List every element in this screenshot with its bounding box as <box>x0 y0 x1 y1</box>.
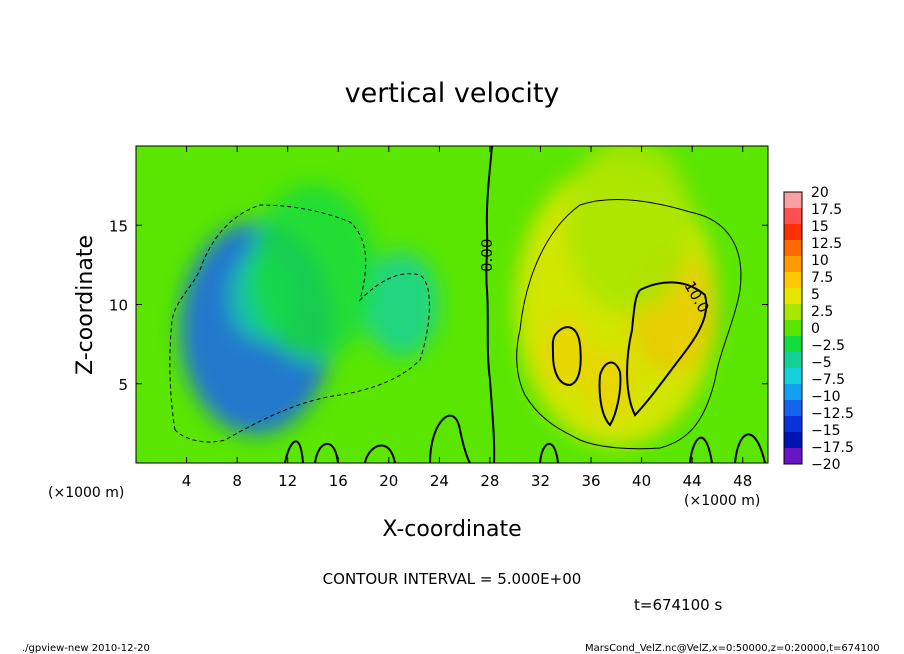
colorbar-swatch <box>784 336 802 353</box>
colorbar-swatch <box>784 208 802 225</box>
colorbar-label: 20 <box>811 185 829 201</box>
x-tick-label: 20 <box>379 472 398 490</box>
x-unit-left: (×1000 m) <box>48 485 124 501</box>
colorbar-swatch <box>784 432 802 449</box>
colorbar-label: −2.5 <box>811 338 845 354</box>
time-text: t=674100 s <box>634 596 722 614</box>
colorbar-label: −10 <box>811 389 841 405</box>
colorbar-labels: 2017.51512.5107.552.50−2.5−5−7.5−10−12.5… <box>811 185 854 473</box>
zero-contour-line <box>485 146 496 463</box>
field-blob <box>363 251 440 358</box>
colorbar-label: 7.5 <box>811 270 833 286</box>
x-tick-label: 40 <box>632 472 651 490</box>
contour-interval-text: CONTOUR INTERVAL = 5.000E+00 <box>323 570 582 588</box>
x-tick-label: 12 <box>278 472 297 490</box>
chart-title: vertical velocity <box>345 78 560 109</box>
colorbar-label: −5 <box>811 355 832 371</box>
colorbar-swatch <box>784 416 802 433</box>
colorbar-swatch <box>784 256 802 273</box>
y-tick-label: 10 <box>109 297 128 315</box>
x-tick-label: 32 <box>531 472 550 490</box>
colorbar-label: 5 <box>811 287 820 303</box>
colorbar-label: 17.5 <box>811 202 842 218</box>
field-blobs <box>180 146 718 447</box>
plot-area <box>136 146 768 463</box>
y-tick-label: 5 <box>118 376 128 394</box>
colorbar-swatch <box>784 304 802 321</box>
positive-contour-line <box>551 326 582 387</box>
y-tick-label: 15 <box>109 217 128 235</box>
x-tick-label: 8 <box>232 472 242 490</box>
colorbar-swatch <box>784 448 802 465</box>
x-tick-label: 36 <box>581 472 600 490</box>
field-blob <box>565 146 693 314</box>
colorbar-label: 2.5 <box>811 304 833 320</box>
positive-contour-line <box>516 199 742 450</box>
colorbar-swatch <box>784 288 802 305</box>
x-tick-label: 4 <box>182 472 192 490</box>
colorbar-swatch <box>784 192 802 209</box>
colorbar-swatches <box>784 192 802 465</box>
colorbar-label: −17.5 <box>811 440 854 456</box>
colorbar-swatch <box>784 368 802 385</box>
y-axis-ticks: 5 10 15 <box>109 217 768 394</box>
colorbar-swatch <box>784 400 802 417</box>
x-unit-right: (×1000 m) <box>684 493 760 509</box>
x-tick-label: 28 <box>480 472 499 490</box>
x-tick-label: 24 <box>430 472 449 490</box>
positive-contour-line <box>598 361 622 427</box>
x-tick-label: 16 <box>329 472 348 490</box>
y-axis-title: Z-coordinate <box>73 235 98 375</box>
colorbar-label: −12.5 <box>811 406 854 422</box>
colorbar-label: 12.5 <box>811 236 842 252</box>
colorbar-label: −15 <box>811 423 841 439</box>
x-axis-ticks: 4 8 12 16 20 24 28 32 36 40 44 48 <box>182 146 752 490</box>
colorbar-swatch <box>784 240 802 257</box>
colorbar-swatch <box>784 320 802 337</box>
negative-contour-line <box>169 204 430 443</box>
colorbar-label: −7.5 <box>811 372 845 388</box>
positive-contour-line <box>626 281 708 417</box>
colorbar-label: 15 <box>811 219 829 235</box>
footer-left: ./gpview-new 2010-12-20 <box>22 643 150 654</box>
colorbar-swatch <box>784 224 802 241</box>
x-axis-title: X-coordinate <box>382 517 521 542</box>
contour-bumps <box>284 414 766 463</box>
colorbar-swatch <box>784 352 802 369</box>
colorbar-label: 10 <box>811 253 829 269</box>
colorbar: 2017.51512.5107.552.50−2.5−5−7.5−10−12.5… <box>783 185 854 473</box>
colorbar-label: −20 <box>811 457 841 473</box>
footer-right: MarsCond_VelZ.nc@VelZ,x=0:50000,z=0:2000… <box>585 643 880 654</box>
colorbar-frame <box>783 191 803 465</box>
x-tick-label: 44 <box>683 472 702 490</box>
contour-label-zero: 0.00 <box>478 239 496 272</box>
field-blob <box>249 184 377 362</box>
x-tick-label: 48 <box>733 472 752 490</box>
colorbar-swatch <box>784 384 802 401</box>
colorbar-swatch <box>784 272 802 289</box>
colorbar-label: 0 <box>811 321 820 337</box>
